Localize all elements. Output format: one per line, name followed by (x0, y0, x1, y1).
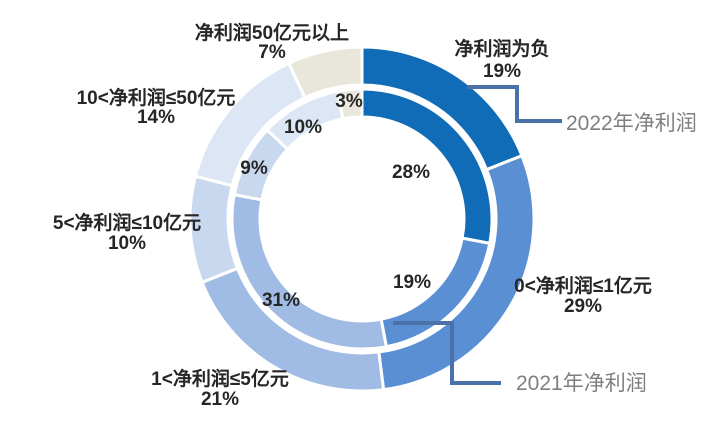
segment-outer-5 (287, 45, 364, 100)
callout-line-2022年净利润 (467, 85, 562, 123)
category-label-4: 10<净利润≤50亿元 14% (77, 86, 236, 128)
inner-value-label-5: 3% (335, 91, 363, 112)
inner-value-label-4: 10% (284, 117, 322, 138)
segment-inner-5 (336, 87, 364, 121)
series-label-2022年净利润: 2022年净利润 (566, 112, 697, 135)
callout-line-2021年净利润 (393, 321, 501, 385)
category-label-1: 0<净利润≤1亿元 29% (514, 274, 652, 317)
inner-value-label-3: 9% (240, 158, 268, 179)
category-label-2: 1<净利润≤5亿元 21% (151, 367, 289, 410)
series-label-2021年净利润: 2021年净利润 (516, 372, 647, 395)
category-label-5: 净利润50亿元以上 7% (195, 21, 349, 63)
inner-value-label-1: 19% (393, 272, 431, 293)
inner-value-label-2: 31% (262, 290, 300, 311)
category-label-0: 净利润为负 19% (454, 37, 549, 82)
inner-value-label-0: 28% (392, 162, 430, 183)
category-label-3: 5<净利润≤10亿元 10% (53, 211, 201, 254)
